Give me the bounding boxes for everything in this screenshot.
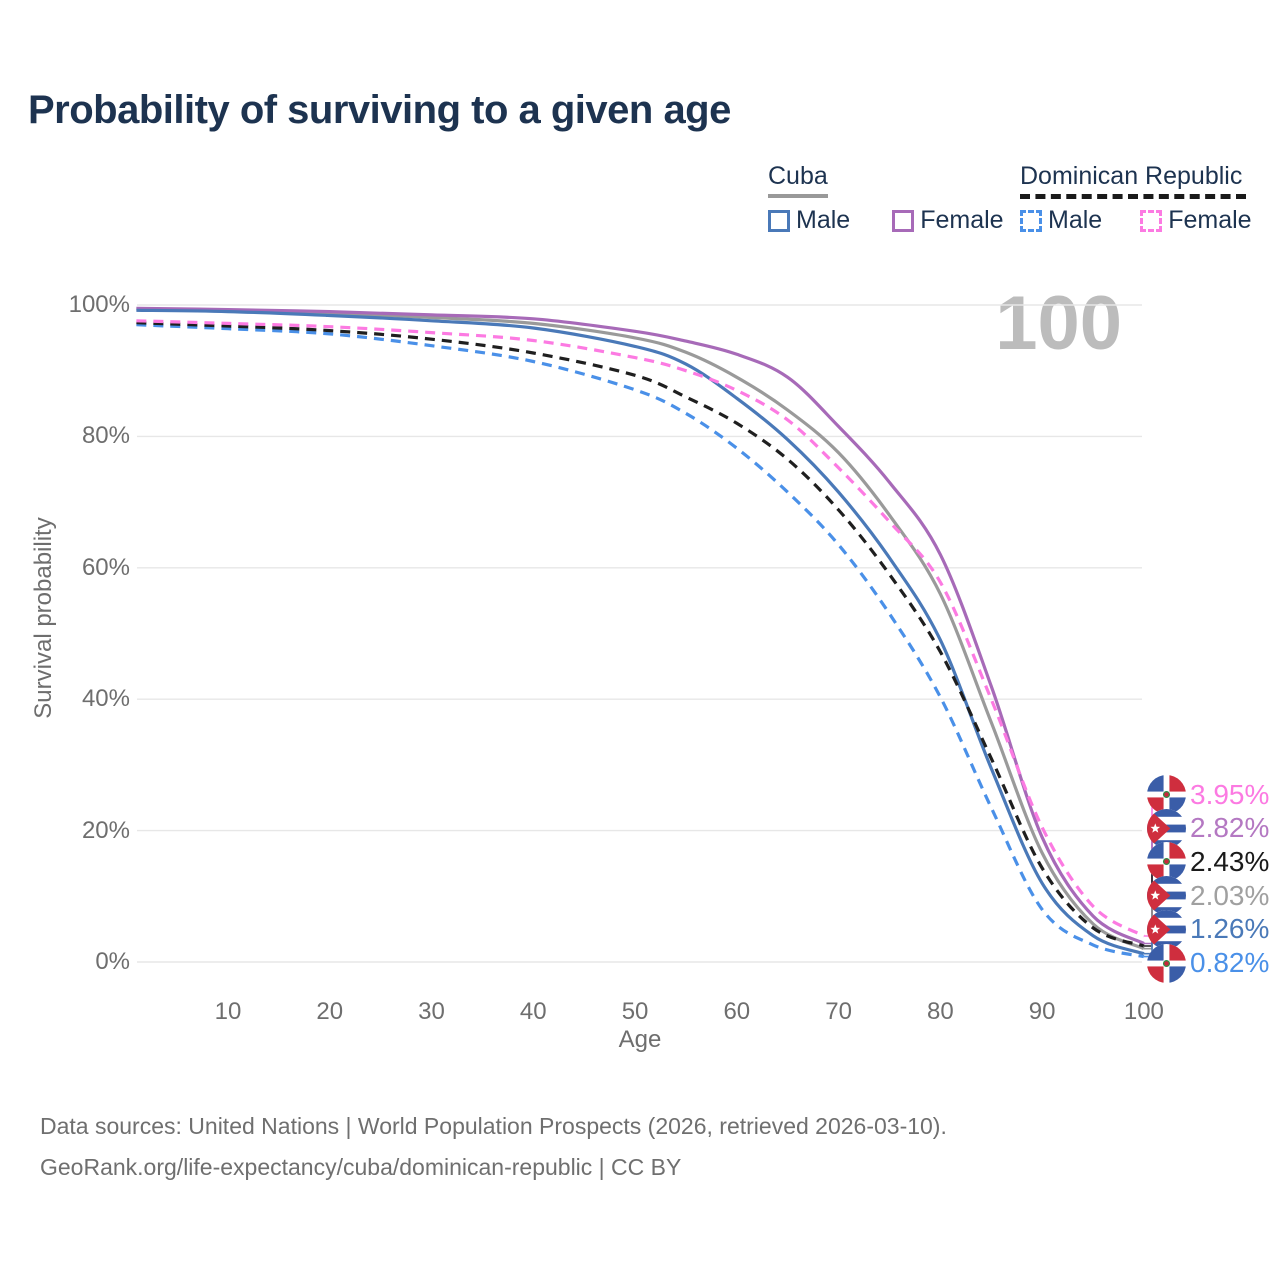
series-line-dominican-republic-female[interactable] (136, 319, 1145, 938)
dominican-republic-female-swatch-icon (1140, 209, 1163, 232)
series-line-dominican-republic-both-sexes[interactable] (136, 321, 1145, 948)
legend-items-cuba: Male Female (768, 206, 1004, 235)
x-axis-title: Age (618, 1026, 662, 1053)
x-tick-10: 10 (214, 998, 242, 1025)
end-label-value: 0.82% (1190, 947, 1270, 978)
cuba-male-swatch-icon (768, 209, 790, 232)
series-line-cuba-female[interactable] (136, 306, 1145, 945)
legend-item-dr-male[interactable]: Male (1020, 206, 1102, 235)
x-tick-40: 40 (519, 998, 547, 1025)
legend-item-cuba-male[interactable]: Male (768, 206, 850, 235)
end-label-dominican-republic-both-sexes: 2.43% (1147, 842, 1270, 882)
end-label-value: 2.43% (1190, 845, 1270, 877)
legend-item-cuba-female[interactable]: Female (892, 206, 1004, 235)
y-tick-60%: 60% (81, 553, 130, 581)
legend-group-cuba: Cuba (768, 162, 828, 198)
x-tick-50: 50 (621, 998, 649, 1025)
dominican-republic-flag-icon (1147, 943, 1186, 983)
x-tick-100: 100 (1123, 998, 1164, 1025)
x-tick-70: 70 (825, 998, 852, 1025)
dominican-republic-dashed-line-icon (1020, 194, 1246, 199)
y-tick-80%: 80% (81, 422, 130, 450)
end-label-dominican-republic-female: 3.95% (1147, 775, 1269, 814)
page-title: Probability of surviving to a given age (28, 88, 731, 132)
y-tick-100%: 100% (68, 291, 130, 318)
x-tick-80: 80 (927, 998, 954, 1025)
footer-url: GeoRank.org/life-expectancy/cuba/dominic… (40, 1154, 682, 1180)
dominican-republic-flag-icon (1147, 842, 1186, 882)
series-line-dominican-republic-male[interactable] (136, 323, 1145, 959)
end-label-value: 1.26% (1190, 913, 1270, 945)
y-tick-20%: 20% (81, 816, 130, 844)
legend-label-dr-female: Female (1168, 206, 1252, 234)
legend-group-dominican-republic-title: Dominican Republic (1020, 162, 1243, 190)
end-label-value: 2.03% (1190, 879, 1270, 911)
end-label-cuba-both-sexes: 2.03% (1147, 876, 1270, 916)
age-watermark: 100 (995, 281, 1122, 366)
y-tick-40%: 40% (81, 685, 130, 713)
y-axis-title: Survival probability (30, 517, 57, 719)
legend-group-cuba-title: Cuba (768, 162, 828, 190)
end-label-dominican-republic-male: 0.82% (1147, 943, 1270, 983)
cuba-female-swatch-icon (892, 209, 915, 232)
x-tick-60: 60 (723, 998, 751, 1025)
footer-data-sources: Data sources: United Nations | World Pop… (40, 1113, 947, 1139)
dominican-republic-male-swatch-icon (1020, 209, 1042, 232)
end-label-value: 2.82% (1190, 812, 1270, 844)
end-label-value: 3.95% (1190, 778, 1270, 810)
legend-item-dr-female[interactable]: Female (1140, 206, 1252, 235)
series-line-cuba-both-sexes[interactable] (136, 307, 1145, 951)
legend-label-cuba-female: Female (920, 206, 1004, 234)
legend-group-dominican-republic: Dominican Republic (1020, 162, 1246, 199)
series-line-cuba-male[interactable] (136, 308, 1145, 956)
cuba-solid-line-icon (768, 194, 828, 198)
x-tick-30: 30 (418, 998, 445, 1025)
y-tick-0%: 0% (95, 948, 130, 975)
x-tick-20: 20 (316, 998, 344, 1025)
legend-label-cuba-male: Male (796, 206, 851, 234)
dominican-republic-flag-icon (1147, 775, 1186, 814)
legend-items-dominican-republic: Male Female (1020, 206, 1252, 235)
footer: Data sources: United Nations | World Pop… (40, 1106, 947, 1188)
x-tick-90: 90 (1028, 998, 1056, 1025)
legend-label-dr-male: Male (1048, 206, 1103, 234)
